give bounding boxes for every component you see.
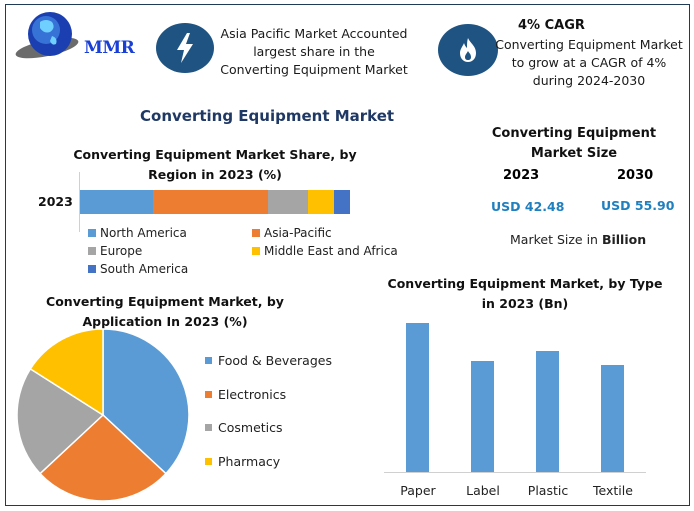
application-chart-title-line2: Application In 2023 (%) xyxy=(82,314,248,329)
region-axis-line xyxy=(79,172,80,232)
x-label-textile: Textile xyxy=(593,483,633,498)
market-size-value-2030: USD 55.90 xyxy=(601,198,675,213)
region-row-label: 2023 xyxy=(38,194,73,209)
legend-south-america: South America xyxy=(88,262,188,276)
legend-cosmetics: Cosmetics xyxy=(205,420,283,435)
type-chart-title-line2: in 2023 (Bn) xyxy=(481,296,569,311)
highlight-2-text: Converting Equipment Market to grow at a… xyxy=(495,37,683,88)
bar-segment-mea xyxy=(308,190,334,214)
region-chart-title: Converting Equipment Market Share, by Re… xyxy=(60,145,370,185)
x-label-paper: Paper xyxy=(400,483,436,498)
infographic-frame xyxy=(5,4,690,506)
mmr-logo: MMR xyxy=(12,10,142,62)
legend-north-america: North America xyxy=(88,226,187,240)
pie-slice-electronics xyxy=(39,413,167,502)
highlight-1-text: Asia Pacific Market Accounted largest sh… xyxy=(220,26,408,77)
bar-segment-europe xyxy=(268,190,308,214)
page-title: Converting Equipment Market xyxy=(140,107,395,125)
region-chart-title-line2: Region in 2023 (%) xyxy=(148,167,282,182)
x-label-plastic: Plastic xyxy=(527,483,569,498)
legend-europe: Europe xyxy=(88,244,142,258)
lightning-icon xyxy=(177,33,193,63)
bar-label xyxy=(471,361,494,472)
bar-segment-north-america xyxy=(80,190,153,214)
application-chart-title: Converting Equipment Market, by Applicat… xyxy=(30,292,300,332)
legend-pharmacy: Pharmacy xyxy=(205,454,280,469)
bar-paper xyxy=(406,323,429,472)
logo-text: MMR xyxy=(84,38,135,58)
market-size-note: Market Size in Billion xyxy=(510,232,647,247)
pie-slice-food-beverages xyxy=(102,328,190,475)
legend-food-beverages: Food & Beverages xyxy=(205,353,332,368)
region-stacked-bar xyxy=(80,190,350,214)
pie-slice-pharmacy xyxy=(29,328,104,417)
legend-electronics: Electronics xyxy=(205,387,286,402)
market-size-value-2023: USD 42.48 xyxy=(491,199,565,214)
application-chart-title-line1: Converting Equipment Market, by xyxy=(46,294,284,309)
bar-segment-asia-pacific xyxy=(153,190,268,214)
application-pie-chart xyxy=(16,328,190,502)
region-chart-title-line1: Converting Equipment Market Share, by xyxy=(73,147,357,162)
bar-segment-south-america xyxy=(334,190,350,214)
bar-textile xyxy=(601,365,624,472)
legend-mea: Middle East and Africa xyxy=(252,244,398,258)
market-size-year-2023: 2023 xyxy=(503,168,540,183)
cagr-title: 4% CAGR xyxy=(518,18,585,33)
highlight-1-badge xyxy=(156,23,214,73)
market-size-title: Converting Equipment Market Size xyxy=(491,126,657,161)
legend-asia-pacific: Asia-Pacific xyxy=(252,226,332,240)
type-chart-x-axis xyxy=(384,472,646,473)
highlight-2-badge xyxy=(438,24,498,76)
globe-icon xyxy=(15,12,79,59)
type-chart-title-line1: Converting Equipment Market, by Type xyxy=(387,276,663,291)
flame-icon xyxy=(460,38,476,62)
pie-slice-cosmetics xyxy=(16,367,105,475)
market-size-year-2030: 2030 xyxy=(617,168,654,183)
bar-plastic xyxy=(536,351,559,472)
type-chart-title: Converting Equipment Market, by Type in … xyxy=(385,274,665,314)
x-label-label: Label xyxy=(466,483,500,498)
